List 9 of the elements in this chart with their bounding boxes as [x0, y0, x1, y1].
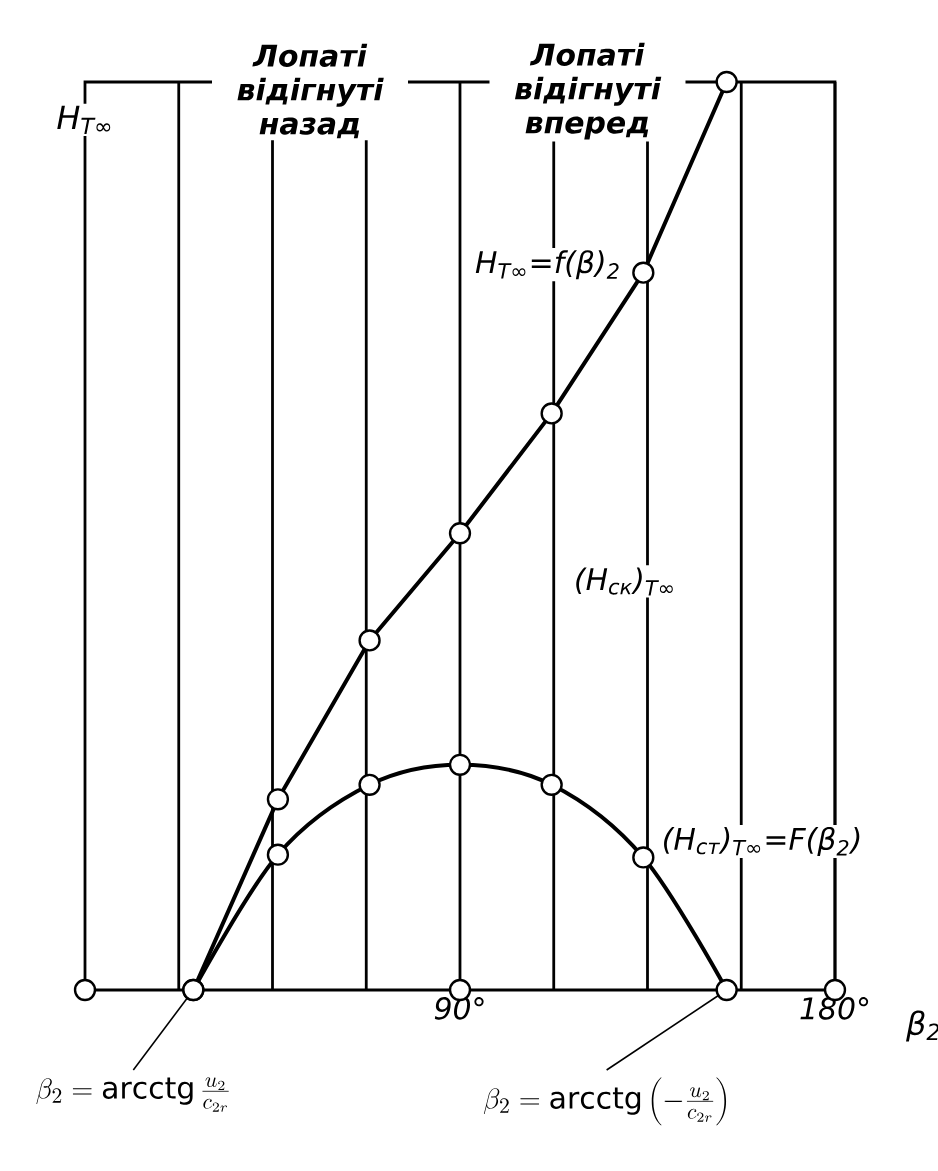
annotation: Лопаті відігнуті вперед	[514, 42, 662, 140]
annotation: $\beta_2=\mathrm{arcctg}\,\frac{u_2}{c_{2r}}$	[36, 1077, 229, 1112]
annotation: (H$_{ск}$)$_{T∞}$	[576, 567, 673, 596]
x-tick-label: 180°	[800, 997, 869, 1020]
series-label: (H$_{ст}$)$_{T∞}$=F(β$_{2}$)	[664, 826, 860, 856]
series-label: H$_{T∞}$=f(β)$_{2}$	[475, 250, 619, 280]
annotation: Лопаті відігнуті назад	[237, 43, 384, 139]
annotation: $\beta_2=\mathrm{arcctg}\left(-\frac{u_2}{c_{2r}}\right)$	[483, 1077, 727, 1126]
y-axis-title: H$_{T∞}$	[57, 105, 111, 135]
